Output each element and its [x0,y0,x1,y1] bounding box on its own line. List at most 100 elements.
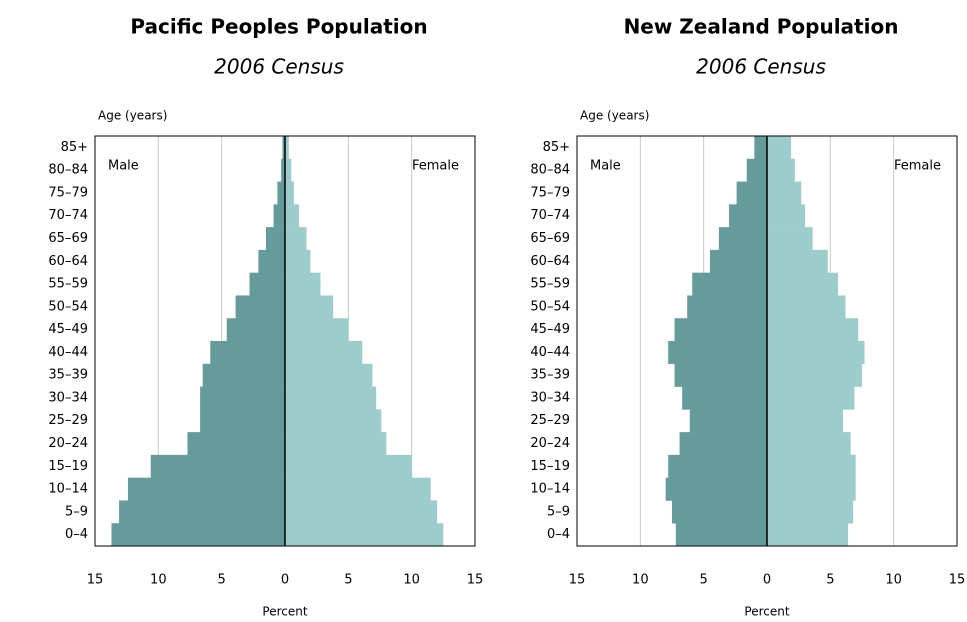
bar [111,523,285,547]
y-tick-label: 10–14 [48,482,88,497]
y-tick-label: 60–64 [530,254,570,269]
y-tick-label: 30–34 [48,390,88,405]
series-label: Male [590,159,621,174]
y-tick-label: 55–59 [530,277,570,292]
y-tick-label: 25–29 [530,413,570,428]
y-tick-label: 80–84 [48,163,88,178]
bar [692,272,767,296]
y-tick-label: 75–79 [48,185,88,200]
bar [682,386,767,410]
bar [710,249,767,273]
y-axis-label: Age (years) [98,109,167,123]
bar [150,454,285,478]
bar [672,500,767,524]
y-tick-label: 35–39 [530,368,570,383]
x-tick-label: 5 [344,573,352,588]
bar [285,409,382,433]
y-tick-label: 65–69 [530,231,570,246]
x-tick-label: 15 [467,573,484,588]
bar [285,249,311,273]
bar [202,363,285,387]
y-tick-label: 5–9 [547,504,570,519]
bar [767,341,865,365]
bar [281,158,285,182]
bar [127,477,285,501]
bar [249,272,285,296]
y-tick-label: 80–84 [530,163,570,178]
y-tick-label: 75–79 [530,185,570,200]
y-axis-label: Age (years) [580,109,649,123]
bar [285,523,444,547]
series-label: Male [108,159,139,174]
plot-frame [576,135,958,547]
bar [668,454,767,478]
y-tick-label: 5–9 [65,504,88,519]
bar [675,523,767,547]
bar [679,432,767,456]
bar [285,181,294,205]
x-tick-label: 5 [700,573,708,588]
y-tick-label: 30–34 [530,390,570,405]
bar [282,136,285,160]
bar [767,318,859,342]
bar [665,477,767,501]
y-tick-label: 50–54 [48,299,88,314]
bar [285,500,437,524]
y-tick-label: 55–59 [48,277,88,292]
bar [674,363,767,387]
bar [767,523,849,547]
x-tick-label: 15 [569,573,586,588]
bar [285,318,349,342]
bar [119,500,285,524]
bar [285,272,321,296]
x-axis-label: Percent [262,605,307,619]
y-tick-label: 60–64 [48,254,88,269]
bar [767,136,792,160]
y-tick-label: 45–49 [530,322,570,337]
bar [285,136,289,160]
bar [767,409,843,433]
bar [285,363,373,387]
x-tick-label: 10 [632,573,649,588]
plot-frame [94,135,476,547]
y-tick-label: 0–4 [65,527,88,542]
x-tick-label: 15 [949,573,966,588]
bar [273,204,285,228]
bar [767,363,862,387]
y-tick-label: 10–14 [530,482,570,497]
y-tick-label: 45–49 [48,322,88,337]
bar [736,181,767,205]
bar [767,432,851,456]
bar [767,181,802,205]
bar [767,500,854,524]
x-axis-label: Percent [744,605,789,619]
bar [266,227,285,251]
bar [718,227,767,251]
bar [767,386,855,410]
bar [668,341,767,365]
bar [285,227,307,251]
bar [200,386,285,410]
y-tick-label: 25–29 [48,413,88,428]
bar [767,204,805,228]
bar [200,409,285,433]
bar [767,249,828,273]
x-tick-label: 0 [281,573,289,588]
bar [687,295,767,319]
series-label: Female [412,159,459,174]
bar [767,295,846,319]
bar [767,227,813,251]
x-tick-label: 10 [150,573,167,588]
bar [689,409,767,433]
bar [746,158,767,182]
bar [258,249,285,273]
chart-title: New Zealand Population [624,15,899,39]
bar [285,295,334,319]
bar [285,341,363,365]
bar [235,295,285,319]
y-tick-label: 35–39 [48,368,88,383]
y-tick-label: 15–19 [48,459,88,474]
bar [285,432,387,456]
x-tick-label: 10 [885,573,902,588]
